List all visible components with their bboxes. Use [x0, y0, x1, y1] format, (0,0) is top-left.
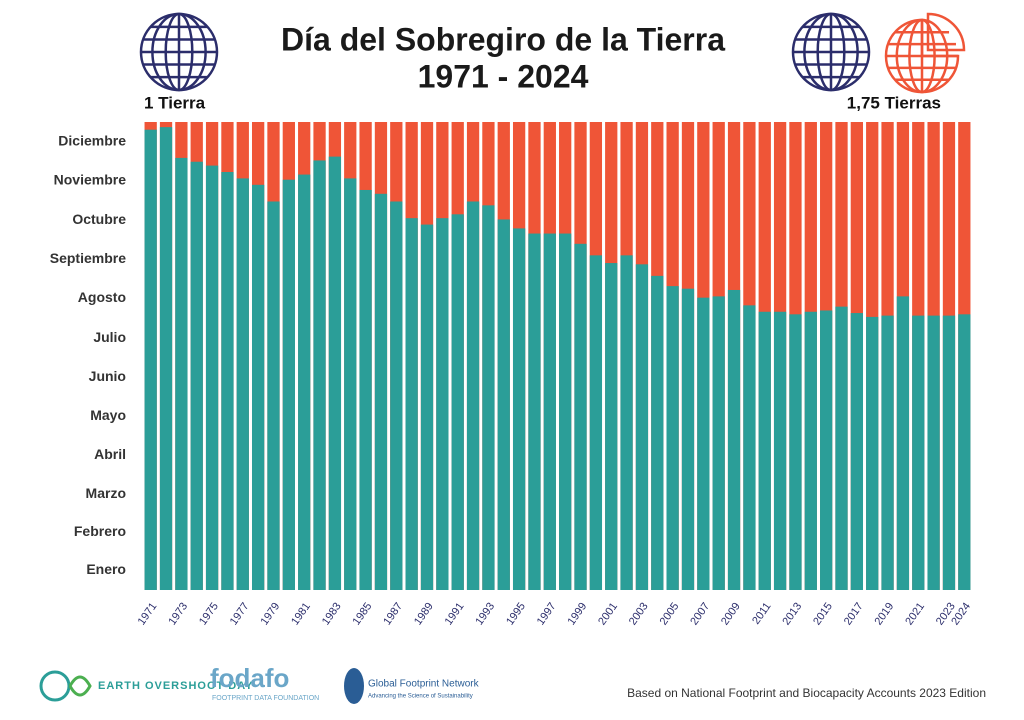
- bar: [175, 157, 188, 590]
- bar: [144, 129, 157, 590]
- bar: [942, 315, 956, 590]
- logo-text: Advancing the Science of Sustainability: [368, 694, 473, 700]
- bar: [251, 184, 265, 590]
- y-tick-label: Julio: [93, 329, 126, 345]
- bar: [835, 306, 848, 590]
- logo-icon: [68, 675, 92, 697]
- bar: [758, 311, 771, 590]
- logo-text: fodafo: [210, 663, 289, 693]
- y-tick-label: Junio: [89, 368, 126, 384]
- bar: [850, 313, 864, 590]
- logo-icon: [39, 670, 71, 702]
- bar: [589, 255, 603, 590]
- y-tick-label: Febrero: [74, 523, 126, 539]
- chart-subtitle: 1971 - 2024: [418, 58, 589, 94]
- y-tick-label: Diciembre: [58, 133, 126, 149]
- bar: [298, 174, 311, 590]
- bar: [190, 161, 203, 591]
- logo-text: FOOTPRINT DATA FOUNDATION: [212, 695, 319, 702]
- y-tick-label: Mayo: [90, 407, 126, 423]
- chart-title: Día del Sobregiro de la Tierra: [281, 21, 725, 57]
- bar: [773, 311, 787, 590]
- bar: [528, 233, 541, 590]
- bar: [282, 179, 295, 591]
- bar: [482, 205, 495, 590]
- bar: [267, 201, 280, 590]
- bar: [927, 315, 940, 590]
- bar: [727, 289, 741, 590]
- bar: [390, 201, 403, 590]
- bar: [697, 297, 710, 590]
- y-tick-label: Enero: [86, 561, 126, 577]
- bar: [559, 233, 572, 590]
- bar: [420, 224, 434, 590]
- bar: [635, 264, 649, 590]
- bar: [466, 201, 480, 590]
- logo-text: Global Footprint Network: [368, 679, 480, 690]
- globe-icon: [884, 12, 966, 94]
- bar: [405, 218, 418, 591]
- bar: [958, 314, 971, 590]
- bar: [543, 233, 556, 590]
- globe-icon: [791, 12, 871, 92]
- bar: [651, 275, 664, 590]
- bar: [328, 156, 342, 590]
- globe-outline: [884, 18, 960, 94]
- y-tick-label: Marzo: [86, 485, 126, 501]
- bar: [344, 178, 357, 590]
- bar: [896, 296, 910, 590]
- bar: [221, 172, 234, 590]
- bar: [159, 127, 173, 590]
- y-tick-label: Noviembre: [54, 172, 127, 188]
- bar: [605, 263, 618, 590]
- bar: [789, 314, 802, 590]
- footer: Based on National Footprint and Biocapac…: [627, 686, 986, 700]
- bar: [712, 296, 725, 590]
- bar: [236, 178, 249, 590]
- bar: [681, 288, 695, 590]
- left-label: 1 Tierra: [144, 93, 206, 112]
- bar: [205, 165, 219, 590]
- globe-outline: [926, 12, 966, 52]
- bar: [820, 310, 833, 590]
- logo-text: EARTH OVERSHOOT DAY: [98, 680, 254, 692]
- bar: [374, 193, 388, 590]
- y-tick-label: Octubre: [72, 211, 126, 227]
- bar: [866, 316, 879, 590]
- bar: [743, 305, 756, 590]
- globe-icon: [139, 12, 219, 92]
- bar: [912, 315, 925, 590]
- bar: [620, 255, 633, 590]
- bar: [451, 214, 464, 590]
- logo-eod: EARTH OVERSHOOT DAY: [39, 670, 254, 702]
- y-tick-label: Septiembre: [50, 250, 126, 266]
- bar: [881, 315, 894, 590]
- bar: [359, 189, 372, 590]
- bar: [436, 218, 449, 591]
- y-tick-label: Abril: [94, 446, 126, 462]
- bar: [666, 286, 679, 590]
- bar: [512, 228, 526, 590]
- right-label: 1,75 Tierras: [847, 93, 941, 112]
- bar: [313, 160, 326, 590]
- y-tick-label: Agosto: [78, 289, 126, 305]
- bar: [497, 219, 510, 590]
- logo-icon: [344, 668, 364, 704]
- bar: [574, 243, 587, 590]
- bar: [804, 311, 817, 590]
